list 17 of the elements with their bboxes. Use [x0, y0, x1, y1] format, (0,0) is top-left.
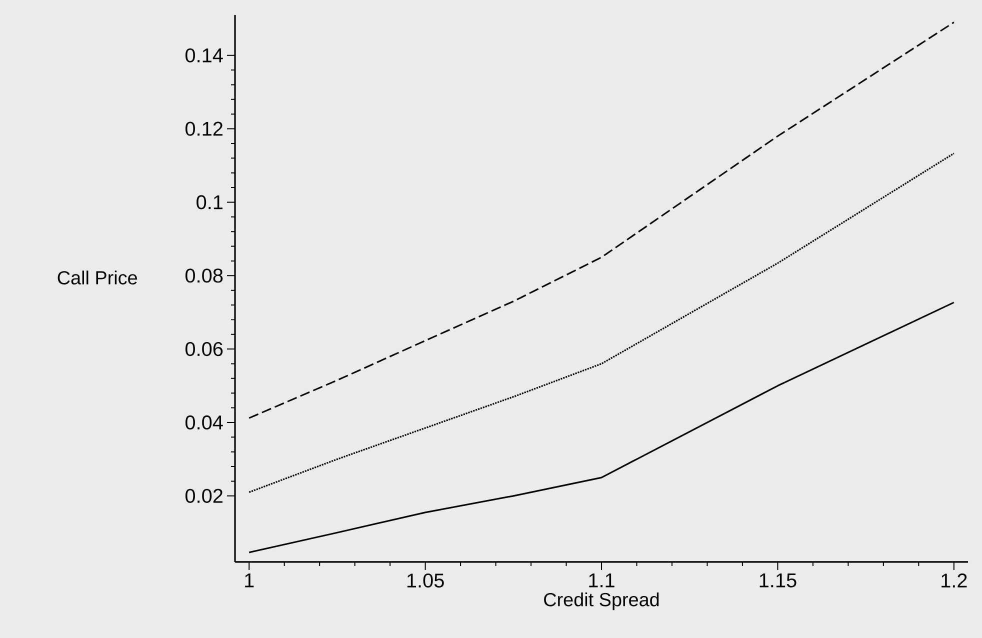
- y-tick-label: 0.06: [185, 342, 223, 356]
- x-axis-title: Credit Spread: [544, 592, 659, 610]
- y-tick-label: 0.08: [185, 268, 223, 283]
- line-series: [248, 302, 955, 554]
- y-tick-label: 0.1: [196, 195, 223, 210]
- x-tick-label: 1.05: [407, 574, 444, 588]
- y-tick-label: 0.12: [185, 122, 222, 136]
- y-tick-label: 0.14: [185, 48, 223, 62]
- y-tick-label: 0.02: [185, 488, 222, 503]
- line-series: [248, 152, 955, 494]
- y-axis-title: Call Price: [58, 270, 137, 284]
- x-tick-label: 1.15: [760, 574, 796, 588]
- line-series: [248, 22, 955, 419]
- x-tick-label: 1: [245, 574, 254, 588]
- x-tick-label: 1.2: [942, 574, 967, 588]
- x-tick-label: 1.1: [589, 574, 614, 588]
- y-tick-label: 0.04: [185, 415, 223, 430]
